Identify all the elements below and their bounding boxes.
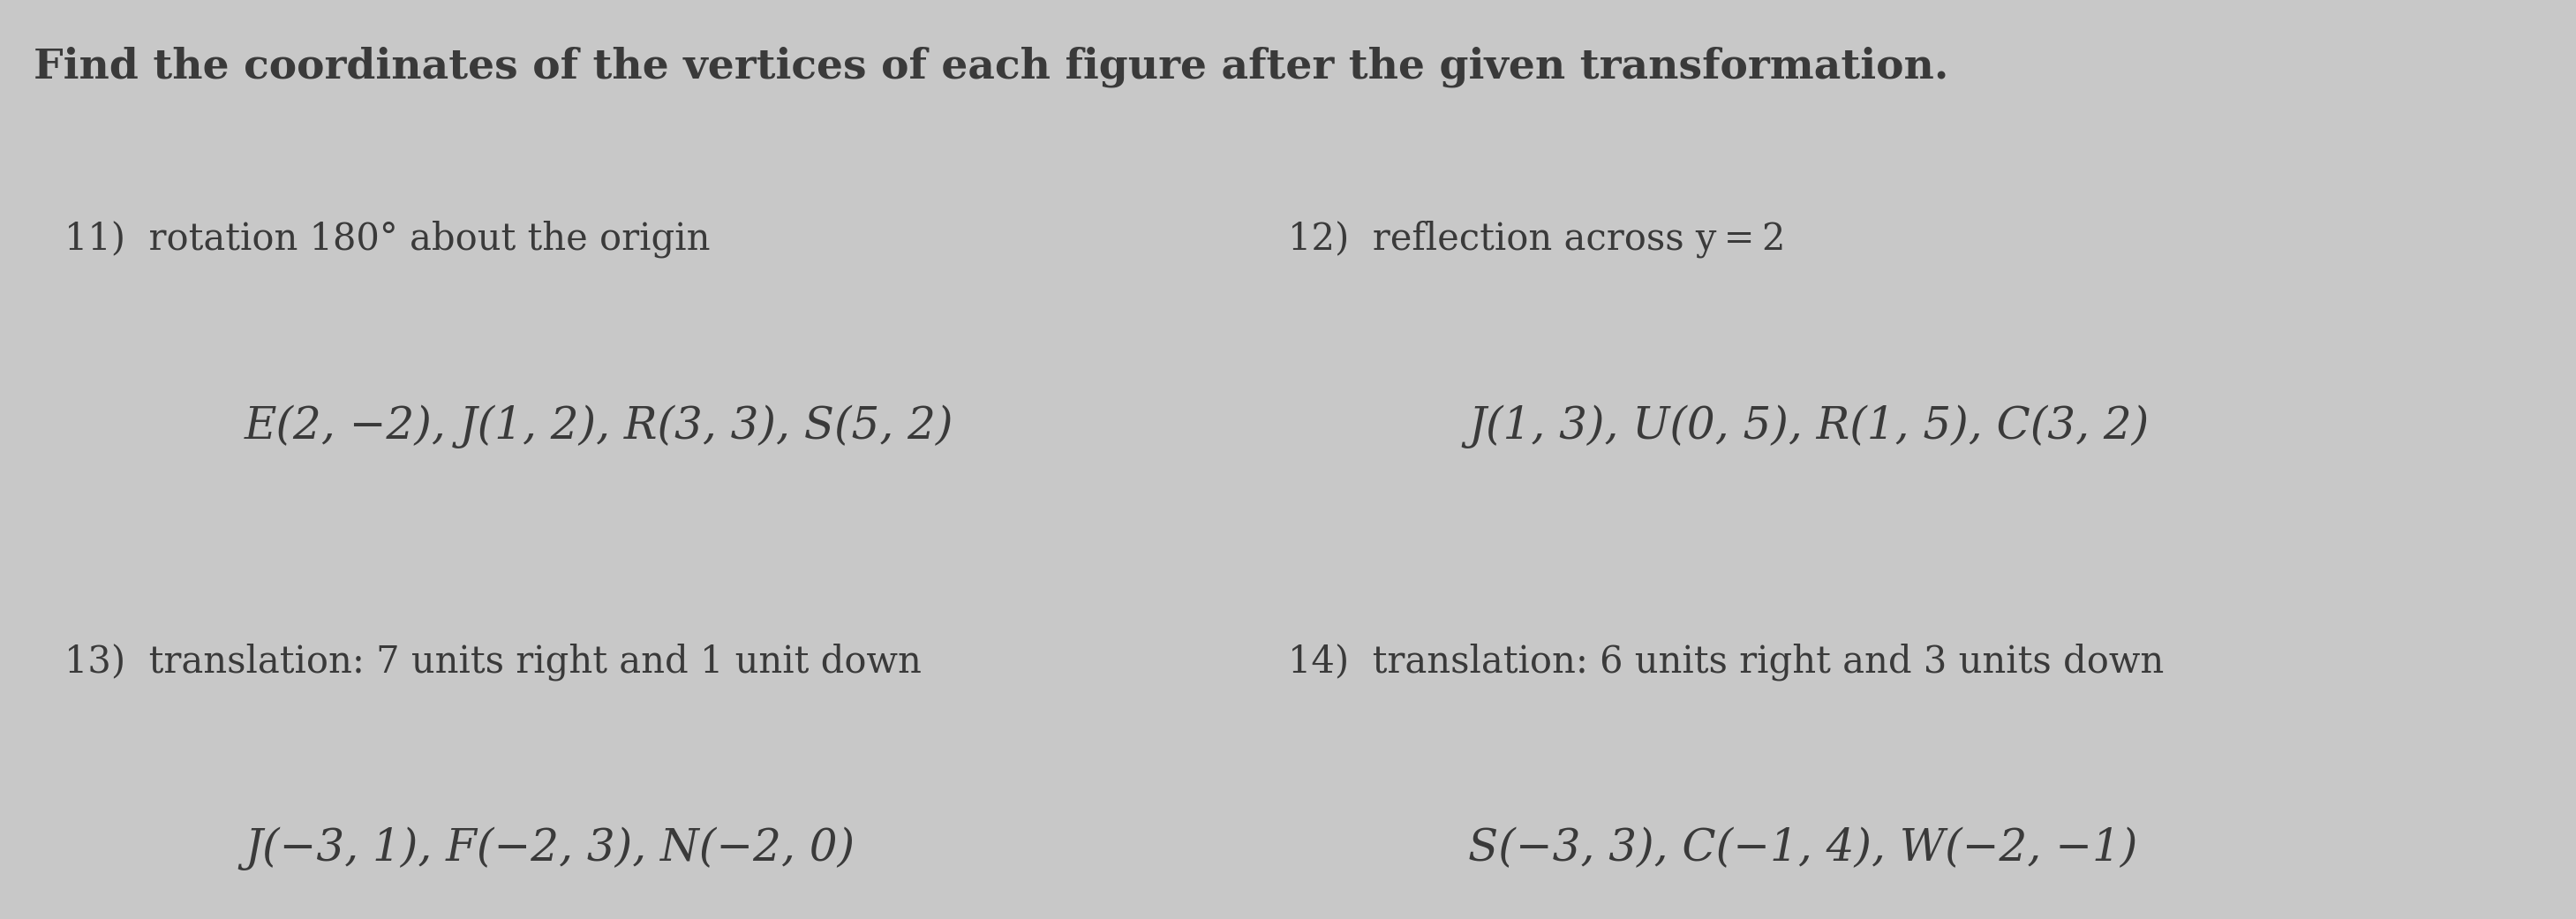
Text: 11)  rotation 180° about the origin: 11) rotation 180° about the origin [64, 221, 711, 258]
Text: E(2, −2), J(1, 2), R(3, 3), S(5, 2): E(2, −2), J(1, 2), R(3, 3), S(5, 2) [245, 404, 953, 448]
Text: Find the coordinates of the vertices of each figure after the given transformati: Find the coordinates of the vertices of … [33, 46, 1947, 87]
Text: 12)  reflection across y = 2: 12) reflection across y = 2 [1288, 221, 1785, 258]
Text: 14)  translation: 6 units right and 3 units down: 14) translation: 6 units right and 3 uni… [1288, 643, 2164, 681]
Text: 13)  translation: 7 units right and 1 unit down: 13) translation: 7 units right and 1 uni… [64, 643, 922, 681]
Text: S(−3, 3), C(−1, 4), W(−2, −1): S(−3, 3), C(−1, 4), W(−2, −1) [1468, 827, 2138, 871]
Text: J(−3, 1), F(−2, 3), N(−2, 0): J(−3, 1), F(−2, 3), N(−2, 0) [245, 827, 855, 871]
Text: J(1, 3), U(0, 5), R(1, 5), C(3, 2): J(1, 3), U(0, 5), R(1, 5), C(3, 2) [1468, 404, 2148, 448]
